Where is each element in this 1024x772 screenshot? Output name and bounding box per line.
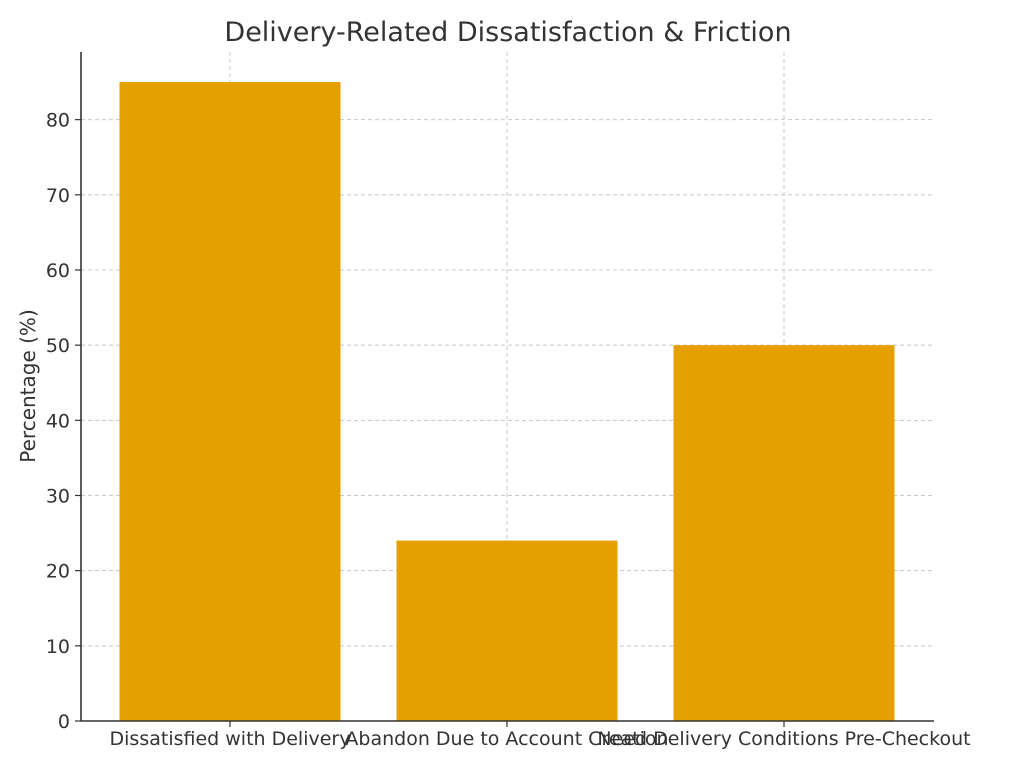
y-tick-label: 30	[46, 485, 70, 507]
x-tick-label: Need Delivery Conditions Pre-Checkout	[597, 728, 970, 750]
chart-title: Delivery-Related Dissatisfaction & Frict…	[224, 17, 791, 48]
y-tick-label: 60	[46, 260, 70, 282]
y-tick-labels: 0 10 20 30 40 50 60 70 80	[46, 110, 81, 733]
bar	[396, 540, 618, 721]
y-tick-label: 80	[46, 110, 70, 132]
y-tick-label: 40	[46, 410, 70, 432]
bar	[119, 82, 341, 722]
y-tick-label: 70	[46, 185, 70, 207]
y-axis-label: Percentage (%)	[16, 309, 40, 462]
x-tick-label: Abandon Due to Account Creation	[345, 728, 668, 750]
y-tick-label: 10	[46, 636, 70, 658]
y-tick-label: 50	[46, 335, 70, 357]
x-tick-label: Dissatisfied with Delivery	[110, 728, 351, 750]
bar	[673, 345, 895, 721]
y-tick-label: 20	[46, 561, 70, 583]
y-tick-label: 0	[58, 711, 70, 733]
bars	[119, 82, 895, 722]
